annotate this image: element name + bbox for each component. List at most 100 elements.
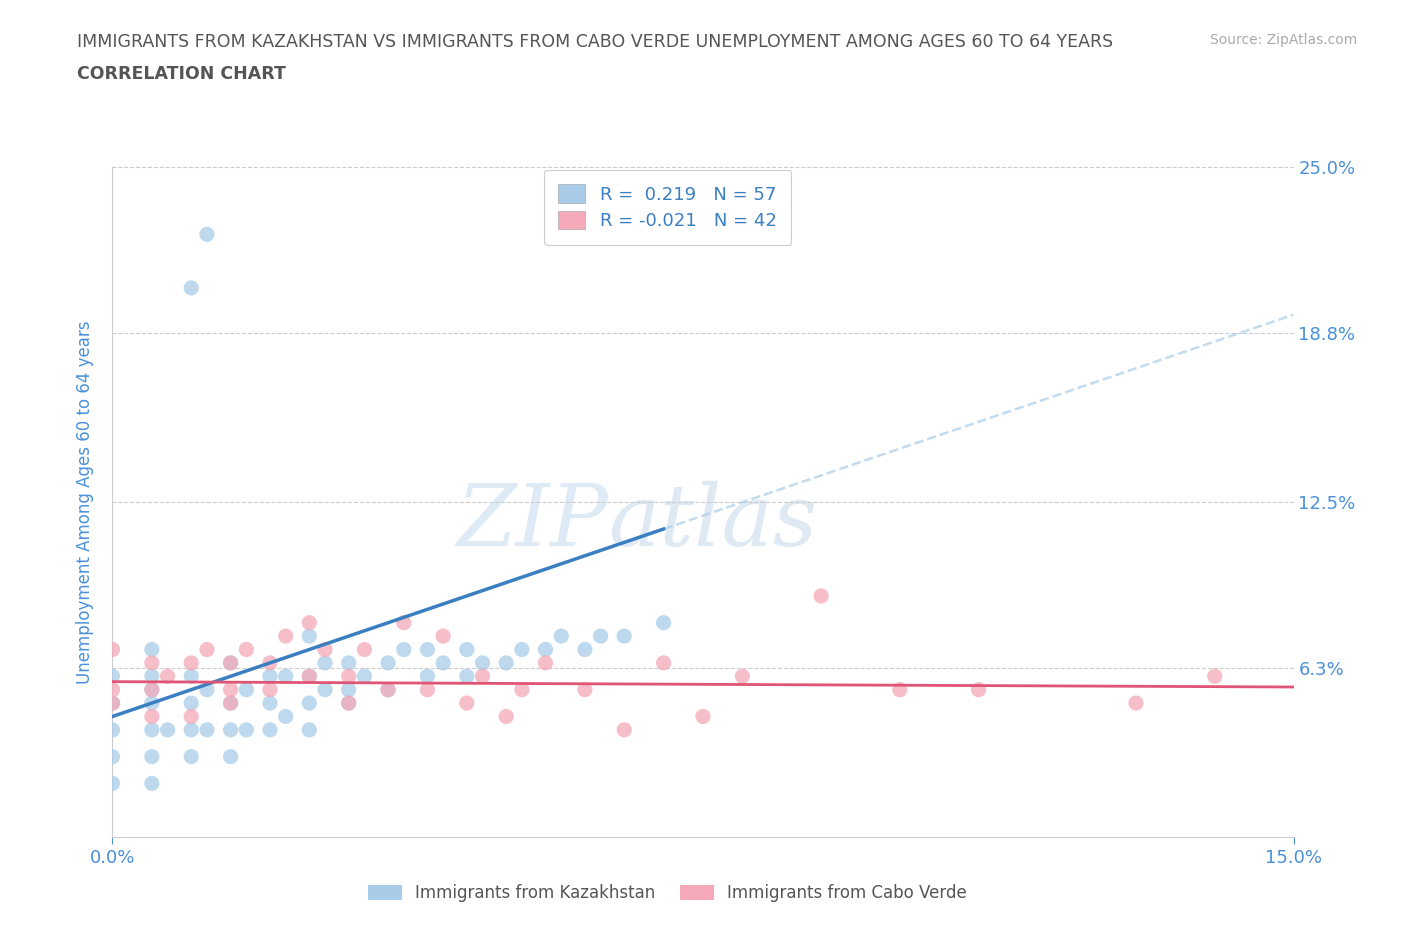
Point — [180, 696, 202, 711]
Text: atlas: atlas — [609, 481, 818, 564]
Point — [180, 723, 202, 737]
Point — [219, 683, 242, 698]
Point — [377, 683, 399, 698]
Point — [141, 776, 163, 790]
Point — [259, 696, 281, 711]
Point — [456, 669, 478, 684]
Point — [219, 656, 242, 671]
Point — [613, 629, 636, 644]
Point — [432, 656, 454, 671]
Point — [550, 629, 572, 644]
Point — [259, 683, 281, 698]
Point — [510, 642, 533, 657]
Point — [298, 669, 321, 684]
Text: Source: ZipAtlas.com: Source: ZipAtlas.com — [1209, 33, 1357, 46]
Point — [574, 683, 596, 698]
Point — [180, 750, 202, 764]
Point — [298, 669, 321, 684]
Point — [141, 709, 163, 724]
Text: CORRELATION CHART: CORRELATION CHART — [77, 65, 287, 83]
Point — [416, 669, 439, 684]
Point — [337, 696, 360, 711]
Point — [259, 656, 281, 671]
Point — [731, 669, 754, 684]
Point — [967, 683, 990, 698]
Point — [314, 656, 336, 671]
Point — [534, 656, 557, 671]
Point — [141, 669, 163, 684]
Text: IMMIGRANTS FROM KAZAKHSTAN VS IMMIGRANTS FROM CABO VERDE UNEMPLOYMENT AMONG AGES: IMMIGRANTS FROM KAZAKHSTAN VS IMMIGRANTS… — [77, 33, 1114, 50]
Point — [377, 683, 399, 698]
Point — [589, 629, 612, 644]
Point — [101, 642, 124, 657]
Point — [101, 683, 124, 698]
Point — [416, 683, 439, 698]
Point — [141, 750, 163, 764]
Point — [259, 723, 281, 737]
Point — [195, 642, 218, 657]
Point — [353, 669, 375, 684]
Point — [235, 683, 257, 698]
Point — [353, 642, 375, 657]
Point — [314, 642, 336, 657]
Point — [141, 696, 163, 711]
Point — [613, 723, 636, 737]
Point — [534, 642, 557, 657]
Point — [337, 669, 360, 684]
Point — [471, 669, 494, 684]
Point — [101, 750, 124, 764]
Point — [101, 723, 124, 737]
Point — [180, 281, 202, 296]
Point — [101, 696, 124, 711]
Point — [274, 629, 297, 644]
Point — [574, 642, 596, 657]
Point — [274, 669, 297, 684]
Point — [692, 709, 714, 724]
Point — [141, 683, 163, 698]
Point — [1204, 669, 1226, 684]
Point — [298, 696, 321, 711]
Point — [156, 723, 179, 737]
Point — [1125, 696, 1147, 711]
Point — [219, 750, 242, 764]
Point — [219, 656, 242, 671]
Point — [510, 683, 533, 698]
Point — [259, 669, 281, 684]
Point — [377, 656, 399, 671]
Point — [471, 656, 494, 671]
Point — [219, 696, 242, 711]
Point — [180, 709, 202, 724]
Point — [337, 683, 360, 698]
Point — [298, 723, 321, 737]
Point — [432, 629, 454, 644]
Y-axis label: Unemployment Among Ages 60 to 64 years: Unemployment Among Ages 60 to 64 years — [76, 321, 94, 684]
Point — [298, 616, 321, 631]
Point — [141, 683, 163, 698]
Point — [141, 642, 163, 657]
Point — [652, 656, 675, 671]
Point — [219, 723, 242, 737]
Point — [235, 723, 257, 737]
Point — [495, 656, 517, 671]
Point — [889, 683, 911, 698]
Point — [101, 776, 124, 790]
Point — [141, 723, 163, 737]
Point — [456, 642, 478, 657]
Point — [456, 696, 478, 711]
Point — [810, 589, 832, 604]
Point — [495, 709, 517, 724]
Point — [298, 629, 321, 644]
Point — [141, 656, 163, 671]
Point — [195, 723, 218, 737]
Point — [416, 642, 439, 657]
Point — [392, 642, 415, 657]
Point — [219, 696, 242, 711]
Point — [180, 656, 202, 671]
Point — [101, 696, 124, 711]
Point — [392, 616, 415, 631]
Point — [180, 669, 202, 684]
Point — [235, 642, 257, 657]
Point — [195, 227, 218, 242]
Point — [195, 683, 218, 698]
Point — [652, 616, 675, 631]
